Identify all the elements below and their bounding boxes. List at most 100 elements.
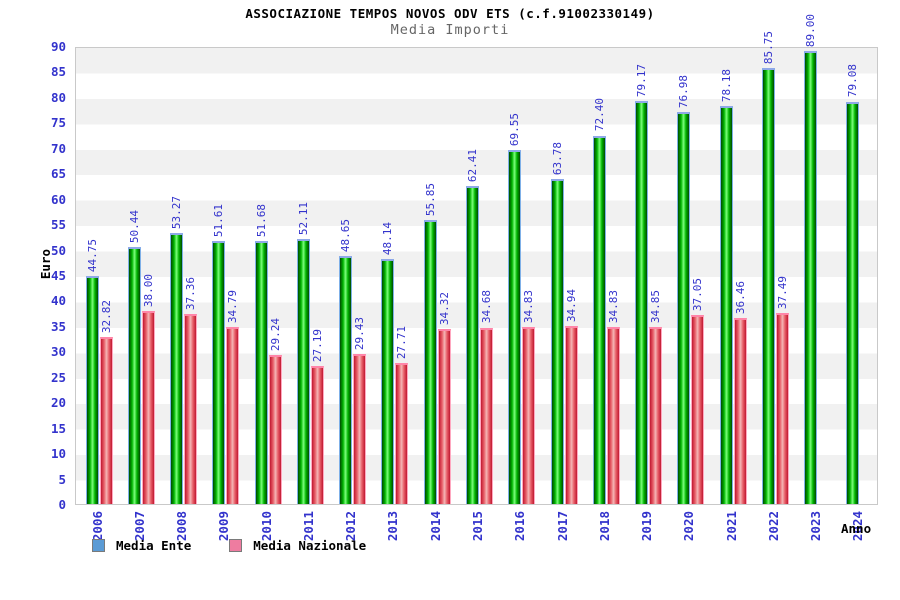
bar-media-nazionale-2012 bbox=[353, 354, 367, 504]
bar-value-label-media-ente-2015: 62.41 bbox=[466, 149, 479, 183]
legend: Media Ente Media Nazionale bbox=[92, 538, 366, 553]
bar-media-nazionale-2018 bbox=[606, 326, 620, 504]
bar-media-nazionale-2019 bbox=[649, 326, 663, 504]
bar-media-ente-2014 bbox=[423, 219, 437, 504]
chart-subtitle: Media Importi bbox=[390, 22, 510, 38]
x-axis-tick-label-2017: 2017 bbox=[554, 511, 570, 542]
y-axis-tick-label: 5 bbox=[58, 471, 66, 487]
legend-item-media-ente: Media Ente bbox=[92, 538, 191, 553]
bar-media-ente-2018 bbox=[592, 135, 606, 504]
x-axis-tick-label-2012: 2012 bbox=[343, 511, 359, 542]
bar-value-label-media-nazionale-2007: 38.00 bbox=[141, 273, 155, 307]
bar-media-nazionale-2016 bbox=[522, 326, 536, 504]
bar-value-label-media-nazionale-2010: 29.24 bbox=[268, 318, 282, 352]
bar-value-label-media-nazionale-2006: 32.82 bbox=[99, 299, 113, 333]
y-axis-tick-label: 30 bbox=[50, 344, 66, 360]
bar-value-label-media-ente-2007: 50.44 bbox=[127, 210, 141, 244]
bar-media-ente-2011 bbox=[296, 238, 310, 504]
plot-area: 44.75 32.82 50.44 38.00 53.27 37.36 51.61 34.79… bbox=[75, 14, 878, 505]
bar-value-label-media-nazionale-2009: 34.79 bbox=[226, 289, 240, 323]
bar-value-label-media-ente-2006: 44.75 bbox=[85, 239, 99, 273]
y-axis-tick-label: 50 bbox=[50, 242, 66, 258]
bar-value-label-media-nazionale-2020: 37.05 bbox=[691, 278, 705, 312]
bar-value-label-media-nazionale-2017: 34.94 bbox=[564, 289, 578, 323]
y-axis-tick-label: 70 bbox=[50, 140, 66, 156]
legend-item-media-nazionale: Media Nazionale bbox=[229, 538, 366, 553]
y-axis-tick-label: 55 bbox=[50, 217, 66, 233]
bar-value-label-media-ente-2014: 55.85 bbox=[423, 182, 437, 216]
bar-media-ente-2015 bbox=[466, 186, 479, 504]
y-axis-tick-label: 15 bbox=[50, 420, 66, 436]
x-axis-tick-label-2010: 2010 bbox=[258, 511, 274, 542]
legend-label-media-ente: Media Ente bbox=[116, 538, 192, 553]
bar-media-ente-2019 bbox=[635, 101, 649, 504]
y-axis-tick-label: 90 bbox=[50, 39, 66, 54]
x-axis-tick-label-2008: 2008 bbox=[174, 511, 190, 542]
bar-media-nazionale-2010 bbox=[268, 355, 282, 504]
bar-media-nazionale-2017 bbox=[564, 326, 578, 504]
legend-label-media-nazionale: Media Nazionale bbox=[253, 538, 367, 553]
chart-title: ASSOCIAZIONE TEMPOS NOVOS ODV ETS (c.f.9… bbox=[245, 6, 655, 21]
bar-media-ente-2009 bbox=[212, 241, 226, 504]
y-axis-tick-label: 0 bbox=[58, 497, 66, 512]
bar-media-ente-2024 bbox=[846, 101, 860, 504]
x-axis-tick-label-2009: 2009 bbox=[216, 511, 232, 542]
y-axis-tick-label: 60 bbox=[50, 191, 66, 207]
bar-value-label-media-ente-2020: 76.98 bbox=[677, 75, 691, 109]
bar-media-nazionale-2008 bbox=[184, 313, 198, 504]
bar-value-label-media-nazionale-2014: 34.32 bbox=[437, 292, 451, 326]
y-axis-tick-label: 40 bbox=[50, 293, 66, 309]
bar-media-ente-2013 bbox=[381, 259, 395, 504]
x-axis-tick-label-2019: 2019 bbox=[639, 511, 655, 542]
bar-value-label-media-nazionale-2019: 34.85 bbox=[649, 289, 663, 323]
bar-media-nazionale-2022 bbox=[775, 313, 789, 504]
x-axis-tick-label-2021: 2021 bbox=[723, 511, 739, 542]
bar-value-label-media-ente-2008: 53.27 bbox=[170, 195, 184, 229]
bar-media-nazionale-2020 bbox=[691, 315, 705, 504]
x-axis-tick-label-2018: 2018 bbox=[596, 511, 612, 542]
bar-value-label-media-nazionale-2021: 36.46 bbox=[733, 281, 747, 315]
bar-value-label-media-ente-2016: 69.55 bbox=[508, 112, 522, 147]
y-axis-tick-label: 35 bbox=[50, 318, 66, 334]
bar-media-ente-2008 bbox=[170, 232, 184, 504]
y-axis-tick-label: 65 bbox=[50, 166, 66, 182]
y-axis-tick-label: 20 bbox=[50, 395, 66, 411]
bar-media-ente-2022 bbox=[761, 67, 775, 504]
bar-value-label-media-ente-2013: 48.14 bbox=[381, 221, 395, 256]
bar-media-ente-2023 bbox=[804, 51, 818, 504]
bar-media-ente-2021 bbox=[719, 106, 733, 504]
y-axis-tick-label: 85 bbox=[50, 64, 66, 80]
bar-media-nazionale-2011 bbox=[310, 365, 324, 504]
x-axis-tick-label-2006: 2006 bbox=[89, 511, 105, 542]
bar-value-label-media-nazionale-2008: 37.36 bbox=[184, 276, 198, 310]
bar-media-nazionale-2014 bbox=[437, 329, 451, 504]
x-axis-tick-label-2016: 2016 bbox=[512, 511, 528, 542]
bar-value-label-media-ente-2012: 48.65 bbox=[339, 219, 353, 253]
x-axis-tick-label-2011: 2011 bbox=[300, 511, 316, 542]
x-axis-tick-label-2014: 2014 bbox=[427, 511, 443, 542]
y-axis-tick-label: 25 bbox=[50, 369, 66, 385]
bar-value-label-media-ente-2011: 52.11 bbox=[296, 201, 310, 235]
bar-value-label-media-ente-2010: 51.68 bbox=[254, 203, 268, 238]
bar-media-nazionale-2009 bbox=[226, 326, 240, 504]
bar-value-label-media-nazionale-2015: 34.68 bbox=[480, 290, 493, 324]
bar-media-ente-2006 bbox=[85, 276, 99, 504]
x-axis-tick-label-2007: 2007 bbox=[131, 511, 147, 542]
legend-swatch-media-ente bbox=[92, 539, 105, 552]
bar-media-ente-2010 bbox=[254, 241, 268, 504]
x-axis-tick-label-2023: 2023 bbox=[808, 511, 824, 542]
bar-value-label-media-ente-2024: 79.08 bbox=[846, 64, 860, 98]
bar-media-ente-2017 bbox=[550, 179, 564, 504]
bar-value-label-media-ente-2018: 72.40 bbox=[592, 98, 606, 132]
y-axis-tick-label: 45 bbox=[50, 268, 66, 283]
x-axis-tick-label-2020: 2020 bbox=[681, 511, 697, 542]
bar-media-nazionale-2015 bbox=[480, 327, 493, 504]
x-axis-tick-label-2013: 2013 bbox=[385, 511, 401, 542]
bar-value-label-media-ente-2023: 89.00 bbox=[804, 13, 818, 48]
legend-swatch-media-nazionale bbox=[229, 539, 243, 552]
y-axis-tick-label: 10 bbox=[50, 446, 66, 462]
bar-value-label-media-nazionale-2018: 34.83 bbox=[606, 289, 620, 323]
y-axis-tick-label: 75 bbox=[50, 115, 66, 131]
x-axis-title: Anno bbox=[841, 521, 872, 536]
